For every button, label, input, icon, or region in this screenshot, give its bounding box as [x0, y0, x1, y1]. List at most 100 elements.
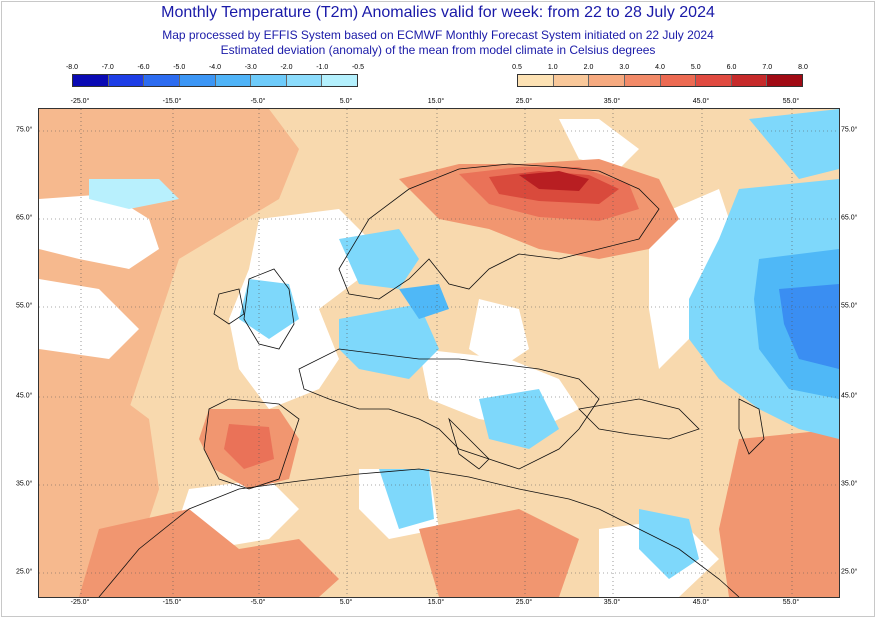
legend-tick-label: 8.0: [798, 64, 808, 71]
coastlines: [98, 163, 765, 597]
legend-tick-label: -3.0: [244, 64, 257, 71]
longitude-label: 35.0°: [603, 599, 621, 606]
map-title: Monthly Temperature (T2m) Anomalies vali…: [161, 4, 715, 21]
black-sea-coast: [578, 398, 700, 440]
legend-tick-label: -7.0: [101, 64, 114, 71]
legend-tick-label: 3.0: [619, 64, 630, 71]
ireland-coast: [213, 288, 245, 325]
longitude-label: 15.0°: [427, 599, 445, 606]
longitude-label: -15.0°: [162, 98, 182, 105]
caspian-coast: [738, 398, 765, 455]
near-normal-poland: [469, 299, 529, 369]
warm-anomaly-peak: [519, 171, 589, 191]
legend-swatch: [108, 75, 145, 86]
legend-swatch: [589, 75, 625, 86]
latitude-label: 75.0°: [841, 126, 858, 134]
legend-swatch: [179, 75, 216, 86]
legend-swatch: [696, 75, 732, 86]
map-subtitle-processing: Map processed by EFFIS System based on E…: [162, 28, 714, 42]
legend-tick-label: -0.5: [351, 64, 365, 71]
iberia-coast: [203, 398, 300, 490]
legend-warm-labels: 0.5 1.0 2.0 3.0 4.0 5.0 6.0 7.0 8.0: [512, 64, 808, 74]
scandinavia-coast: [338, 163, 660, 300]
legend-tick-label: 1.0: [547, 64, 558, 71]
longitude-label: 55.0°: [782, 98, 800, 105]
longitude-label: 45.0°: [692, 98, 710, 105]
latitude-label: 35.0°: [16, 480, 33, 488]
longitude-label: 25.0°: [515, 98, 533, 105]
legend-swatch: [767, 75, 802, 86]
legend-swatch: [144, 75, 180, 86]
legend-swatch: [286, 75, 323, 86]
legend-swatch: [215, 75, 252, 86]
near-normal-atlantic-mid: [39, 279, 139, 359]
longitude-label: -5.0°: [250, 599, 266, 606]
legend-cold-swatches: [72, 74, 358, 87]
warm-anomaly-west-africa: [79, 509, 339, 597]
legend-swatch: [624, 75, 661, 86]
longitude-label: 5.0°: [339, 98, 353, 105]
latitude-label: 65.0°: [841, 214, 858, 222]
longitude-label: 15.0°: [427, 98, 445, 105]
legend-swatch: [553, 75, 590, 86]
latitude-label: 45.0°: [841, 392, 858, 400]
map-subtitle-units: Estimated deviation (anomaly) of the mea…: [220, 43, 656, 57]
longitude-label: 5.0°: [339, 599, 353, 606]
north-africa-coast: [98, 468, 740, 597]
latitude-label: 25.0°: [841, 568, 858, 576]
legend-tick-label: 0.5: [512, 64, 522, 71]
longitude-label: 25.0°: [515, 599, 533, 606]
legend-swatch: [660, 75, 697, 86]
legend-tick-label: 5.0: [690, 64, 701, 71]
legend-swatch: [518, 75, 554, 86]
legend-swatch: [322, 75, 357, 86]
legend-tick-label: -4.0: [208, 64, 222, 71]
cool-anomaly-low-countries: [339, 304, 439, 379]
cool-anomaly-iceland: [89, 179, 179, 209]
legend-swatch: [73, 75, 109, 86]
anomaly-map: [38, 108, 840, 598]
latitude-label: 35.0°: [841, 480, 858, 488]
legend-tick-label: -8.0: [65, 64, 79, 71]
cool-anomaly-kazakhstan-core: [779, 284, 839, 369]
legend-tick-label: -1.0: [316, 64, 329, 71]
cool-anomaly-novaya-zemlya: [749, 109, 839, 179]
legend-tick-label: 2.0: [583, 64, 594, 71]
legend-cold-anomalies: -8.0 -7.0 -6.0 -5.0 -4.0 -3.0 -2.0 -1.0 -0.5: [66, 64, 364, 92]
warm-anomaly-iberia-core: [224, 424, 274, 469]
legend-swatch: [731, 75, 768, 86]
cool-anomaly-norway: [339, 229, 419, 289]
longitude-label: -15.0°: [162, 599, 182, 606]
latitude-label: 45.0°: [16, 392, 33, 400]
latitude-label: 75.0°: [16, 126, 33, 134]
cool-anomaly-tunisia: [379, 469, 434, 529]
near-normal-west-russia: [649, 189, 739, 369]
near-normal-atlantic-north: [39, 194, 159, 269]
anomaly-map-svg: [39, 109, 839, 597]
legend-swatch: [251, 75, 287, 86]
legend-warm-anomalies: 0.5 1.0 2.0 3.0 4.0 5.0 6.0 7.0 8.0: [512, 64, 808, 92]
legend-tick-label: -5.0: [173, 64, 186, 71]
longitude-label: 45.0°: [692, 599, 710, 606]
legend-cold-labels: -8.0 -7.0 -6.0 -5.0 -4.0 -3.0 -2.0 -1.0 -0.5: [66, 64, 364, 74]
italy-coast: [448, 417, 490, 470]
legend-tick-label: -6.0: [137, 64, 150, 71]
longitude-label: -25.0°: [70, 599, 90, 606]
near-normal-barents: [559, 119, 639, 169]
great-britain-coast: [243, 268, 295, 350]
central-europe-coast: [298, 348, 600, 470]
legend-tick-label: 7.0: [762, 64, 773, 71]
legend-warm-swatches: [517, 74, 803, 87]
latitude-label: 65.0°: [16, 214, 33, 222]
longitude-label: -25.0°: [70, 98, 90, 105]
cool-anomaly-denmark: [399, 284, 449, 319]
graticule: [39, 109, 839, 597]
longitude-label: -5.0°: [250, 98, 266, 105]
warm-anomaly-libya: [419, 509, 579, 597]
near-normal-british-isles: [229, 209, 369, 409]
longitude-label: 35.0°: [603, 98, 621, 105]
latitude-label: 25.0°: [16, 568, 33, 576]
legend-tick-label: 4.0: [655, 64, 665, 71]
latitude-label: 55.0°: [841, 302, 858, 310]
